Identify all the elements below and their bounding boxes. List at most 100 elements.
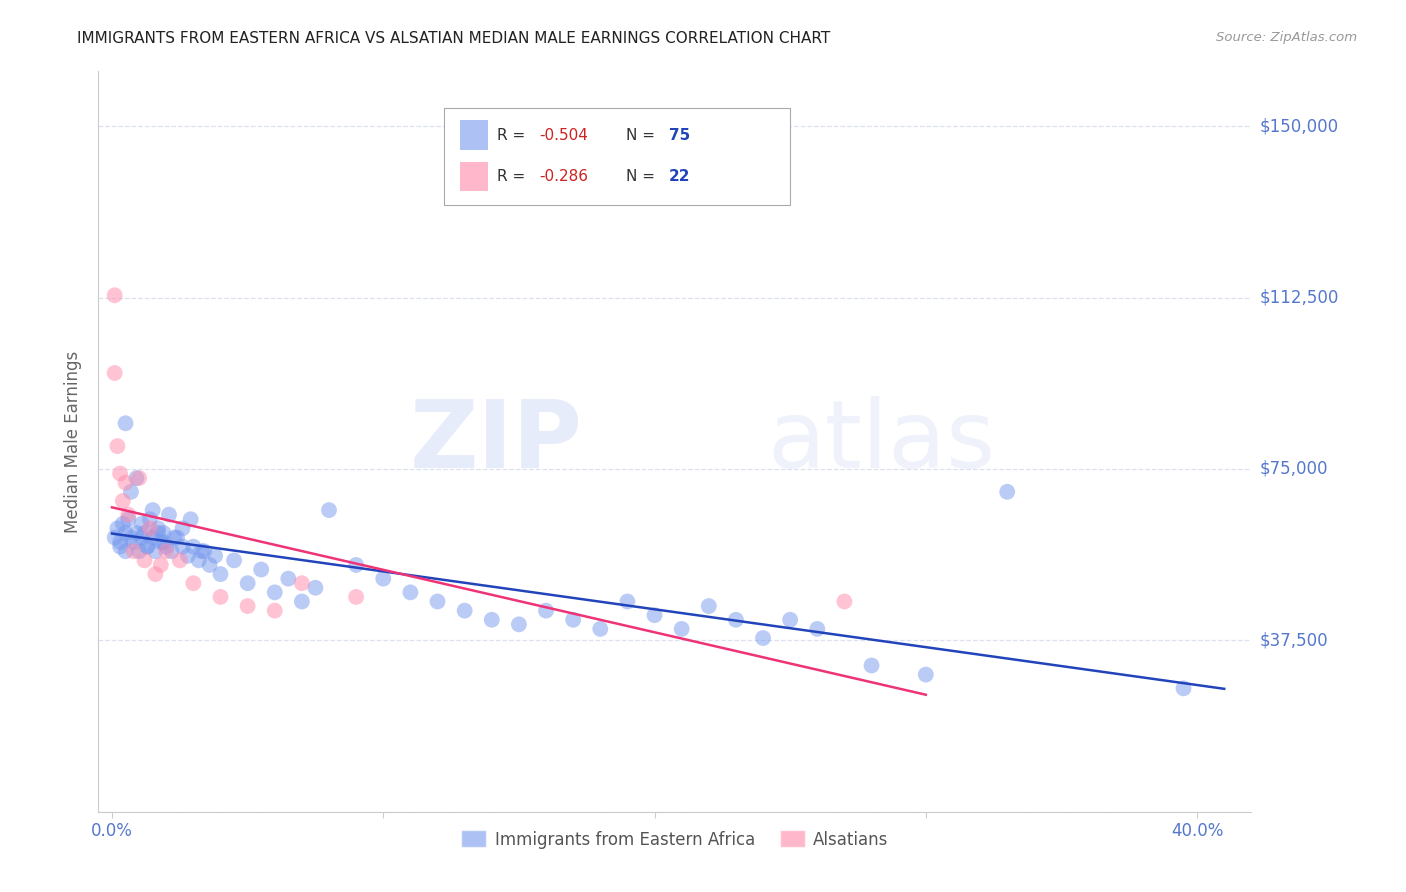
- Point: [589, 622, 612, 636]
- Point: [860, 658, 883, 673]
- Point: [166, 531, 188, 545]
- Point: [834, 594, 856, 608]
- Point: [183, 576, 205, 591]
- Point: [318, 503, 340, 517]
- Point: [134, 553, 156, 567]
- Point: [190, 544, 212, 558]
- Point: [155, 540, 177, 554]
- Point: [187, 553, 209, 567]
- Point: [277, 572, 299, 586]
- Point: [250, 562, 273, 576]
- Point: [209, 567, 232, 582]
- Point: [534, 604, 557, 618]
- Point: [114, 544, 136, 558]
- Point: [104, 288, 127, 302]
- Point: [142, 503, 165, 517]
- Point: [304, 581, 326, 595]
- Point: [142, 531, 165, 545]
- Point: [172, 521, 194, 535]
- Text: -0.504: -0.504: [538, 128, 588, 143]
- Point: [752, 631, 775, 645]
- Point: [236, 599, 259, 613]
- Point: [806, 622, 828, 636]
- Point: [145, 544, 167, 558]
- Y-axis label: Median Male Earnings: Median Male Earnings: [65, 351, 83, 533]
- Text: ZIP: ZIP: [409, 395, 582, 488]
- Point: [562, 613, 585, 627]
- Point: [236, 576, 259, 591]
- Point: [157, 508, 180, 522]
- Text: atlas: atlas: [768, 395, 995, 488]
- Point: [149, 535, 172, 549]
- Text: N =: N =: [627, 169, 661, 184]
- Point: [117, 512, 139, 526]
- Point: [146, 521, 169, 535]
- Point: [183, 540, 205, 554]
- Text: 75: 75: [669, 128, 690, 143]
- Point: [453, 604, 475, 618]
- Point: [122, 535, 145, 549]
- Point: [204, 549, 226, 563]
- Point: [180, 512, 202, 526]
- Text: -0.286: -0.286: [538, 169, 588, 184]
- Point: [697, 599, 720, 613]
- Point: [128, 471, 150, 485]
- Point: [134, 525, 156, 540]
- Point: [131, 531, 153, 545]
- Text: R =: R =: [498, 128, 530, 143]
- Point: [155, 544, 177, 558]
- Text: $150,000: $150,000: [1260, 117, 1339, 136]
- Point: [125, 471, 148, 485]
- Point: [114, 417, 136, 431]
- Point: [111, 494, 134, 508]
- Point: [263, 585, 285, 599]
- Point: [995, 484, 1018, 499]
- Text: N =: N =: [627, 128, 661, 143]
- Point: [399, 585, 422, 599]
- Point: [114, 525, 136, 540]
- Point: [426, 594, 449, 608]
- Point: [136, 540, 159, 554]
- Point: [177, 549, 200, 563]
- Text: 22: 22: [669, 169, 690, 184]
- Point: [107, 521, 129, 535]
- Point: [108, 467, 131, 481]
- Text: Source: ZipAtlas.com: Source: ZipAtlas.com: [1216, 31, 1357, 45]
- Point: [1173, 681, 1195, 696]
- Point: [222, 553, 245, 567]
- Point: [139, 512, 162, 526]
- Point: [122, 544, 145, 558]
- Point: [104, 366, 127, 380]
- Point: [163, 531, 186, 545]
- Point: [344, 590, 367, 604]
- Point: [107, 439, 129, 453]
- Point: [198, 558, 221, 572]
- Point: [373, 572, 395, 586]
- Point: [104, 531, 127, 545]
- Point: [481, 613, 503, 627]
- Point: [125, 525, 148, 540]
- Point: [616, 594, 638, 608]
- Point: [172, 540, 194, 554]
- Text: R =: R =: [498, 169, 530, 184]
- Point: [724, 613, 747, 627]
- FancyBboxPatch shape: [444, 109, 790, 204]
- Point: [160, 544, 183, 558]
- Point: [136, 540, 159, 554]
- Point: [169, 553, 191, 567]
- Point: [671, 622, 693, 636]
- Point: [508, 617, 530, 632]
- Legend: Immigrants from Eastern Africa, Alsatians: Immigrants from Eastern Africa, Alsatian…: [454, 823, 896, 855]
- Point: [111, 516, 134, 531]
- Text: $75,000: $75,000: [1260, 460, 1329, 478]
- Text: $37,500: $37,500: [1260, 632, 1329, 649]
- Point: [146, 525, 169, 540]
- Point: [120, 531, 142, 545]
- Point: [139, 521, 162, 535]
- Point: [117, 508, 139, 522]
- Point: [149, 558, 172, 572]
- Point: [108, 535, 131, 549]
- Point: [152, 525, 174, 540]
- Point: [128, 544, 150, 558]
- Text: IMMIGRANTS FROM EASTERN AFRICA VS ALSATIAN MEDIAN MALE EARNINGS CORRELATION CHAR: IMMIGRANTS FROM EASTERN AFRICA VS ALSATI…: [77, 31, 831, 46]
